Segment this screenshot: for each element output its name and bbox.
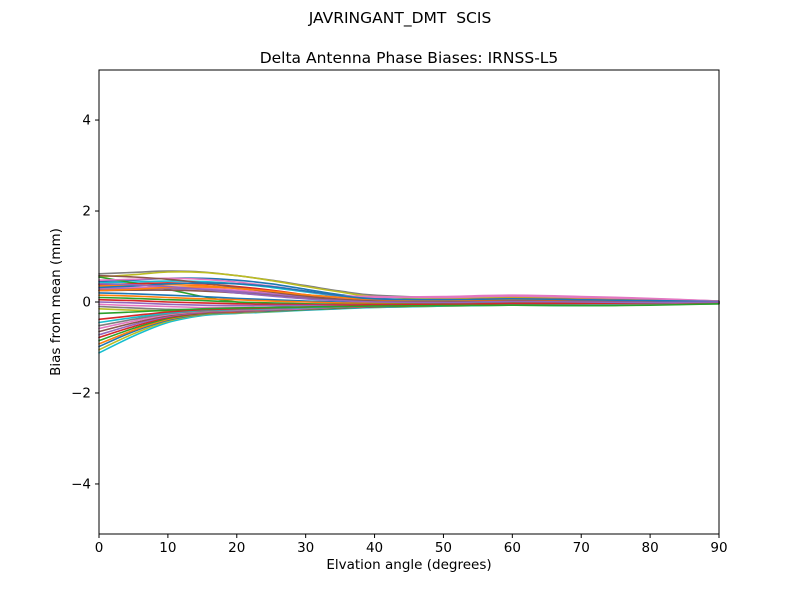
y-tick-label: 4 — [82, 113, 91, 129]
y-axis-label: Bias from mean (mm) — [48, 228, 64, 376]
x-tick-label: 70 — [573, 540, 590, 556]
series-line-33 — [98, 282, 720, 303]
y-tick-label: 2 — [82, 204, 91, 220]
x-tick-label: 80 — [642, 540, 659, 556]
x-axis-label: Elvation angle (degrees) — [326, 557, 492, 573]
chart-title: Delta Antenna Phase Biases: IRNSS-L5 — [259, 49, 559, 67]
series-line-34 — [98, 303, 720, 315]
x-tick-label: 60 — [504, 540, 521, 556]
x-tick-label: 30 — [297, 540, 314, 556]
figure-suptitle: JAVRINGANT_DMT SCIS — [308, 9, 492, 27]
x-tick-label: 0 — [95, 540, 104, 556]
x-tick-label: 40 — [366, 540, 383, 556]
x-tick-label: 90 — [710, 540, 727, 556]
x-tick-label: 20 — [228, 540, 245, 556]
y-tick-label: −4 — [71, 476, 91, 492]
y-tick-label: 0 — [82, 295, 91, 311]
x-tick-label: 10 — [159, 540, 176, 556]
series-line-35 — [98, 283, 720, 304]
y-tick-label: −2 — [71, 385, 91, 401]
x-tick-label: 50 — [435, 540, 452, 556]
series-line-1 — [98, 270, 720, 303]
